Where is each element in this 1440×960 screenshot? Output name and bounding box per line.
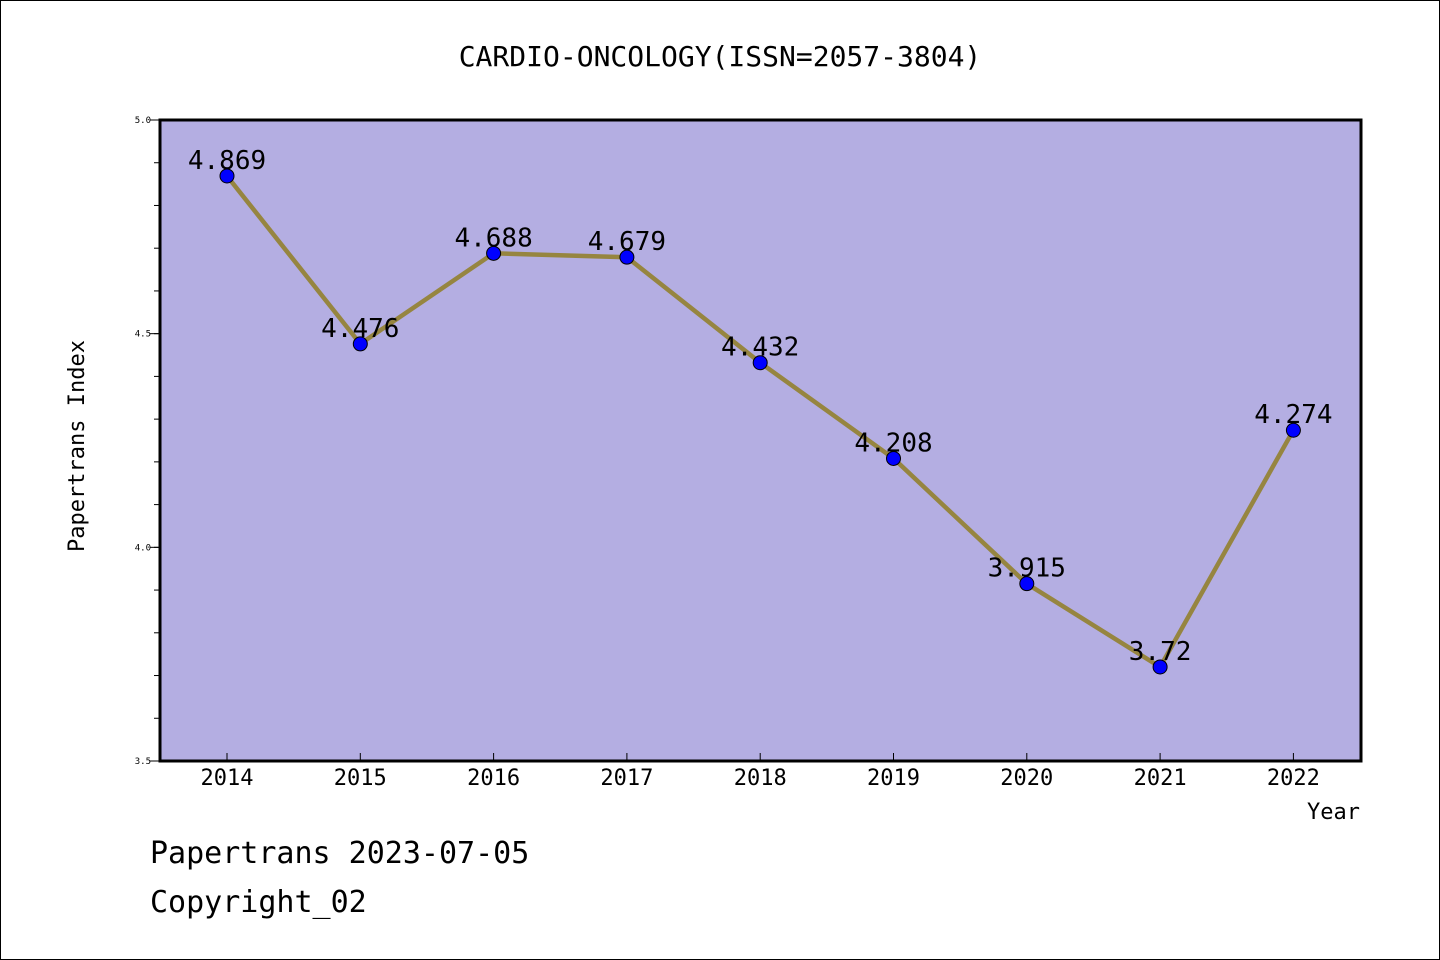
- data-label: 4.432: [721, 333, 799, 363]
- plot-area: [158, 118, 1363, 763]
- y-axis-label: Papertrans Index: [65, 340, 90, 552]
- data-label: 4.688: [454, 223, 532, 253]
- data-label: 4.274: [1254, 400, 1332, 430]
- x-tick-label: 2022: [1267, 766, 1320, 791]
- data-markers: [219, 168, 1301, 675]
- x-axis-ticks: 2014 2015 2016 2017 2018 2019 2020 2021 2022: [201, 753, 1320, 791]
- data-point: [619, 249, 635, 265]
- x-tick-label: 2018: [734, 766, 787, 791]
- x-tick-label: 2014: [201, 766, 254, 791]
- data-point: [1019, 576, 1035, 592]
- footer-date: Papertrans 2023-07-05: [150, 836, 530, 871]
- x-tick-label: 2020: [1000, 766, 1053, 791]
- data-point: [752, 355, 768, 371]
- data-label: 4.476: [321, 314, 399, 344]
- x-axis-label: Year: [1307, 800, 1360, 825]
- y-tick-label: 4.0: [135, 543, 151, 553]
- data-point: [219, 168, 235, 184]
- data-point: [1152, 659, 1168, 675]
- y-tick-label: 3.5: [135, 757, 151, 767]
- data-label: 3.72: [1129, 637, 1192, 667]
- x-tick-label: 2017: [600, 766, 653, 791]
- data-point: [1285, 422, 1301, 438]
- data-point: [486, 245, 502, 261]
- data-point: [886, 450, 901, 466]
- data-label: 4.869: [188, 146, 266, 176]
- footer-copyright: Copyright_02: [150, 885, 367, 920]
- chart-title: CARDIO-ONCOLOGY(ISSN=2057-3804): [459, 40, 982, 73]
- data-label: 4.679: [588, 227, 666, 257]
- x-tick-label: 2021: [1134, 766, 1187, 791]
- data-label: 3.915: [988, 554, 1066, 584]
- data-point: [352, 336, 368, 352]
- x-tick-label: 2019: [867, 766, 920, 791]
- y-tick-label: 4.5: [135, 330, 151, 340]
- y-axis-ticks: 3.5 4.0 4.5 5.0: [135, 116, 160, 767]
- x-tick-label: 2015: [334, 766, 387, 791]
- x-tick-label: 2016: [467, 766, 520, 791]
- data-label: 4.208: [854, 428, 932, 458]
- data-labels: 4.869 4.476 4.688 4.679 4.432 4.208 3.915 3.72 4…: [188, 146, 1333, 667]
- y-tick-label: 5.0: [135, 116, 151, 126]
